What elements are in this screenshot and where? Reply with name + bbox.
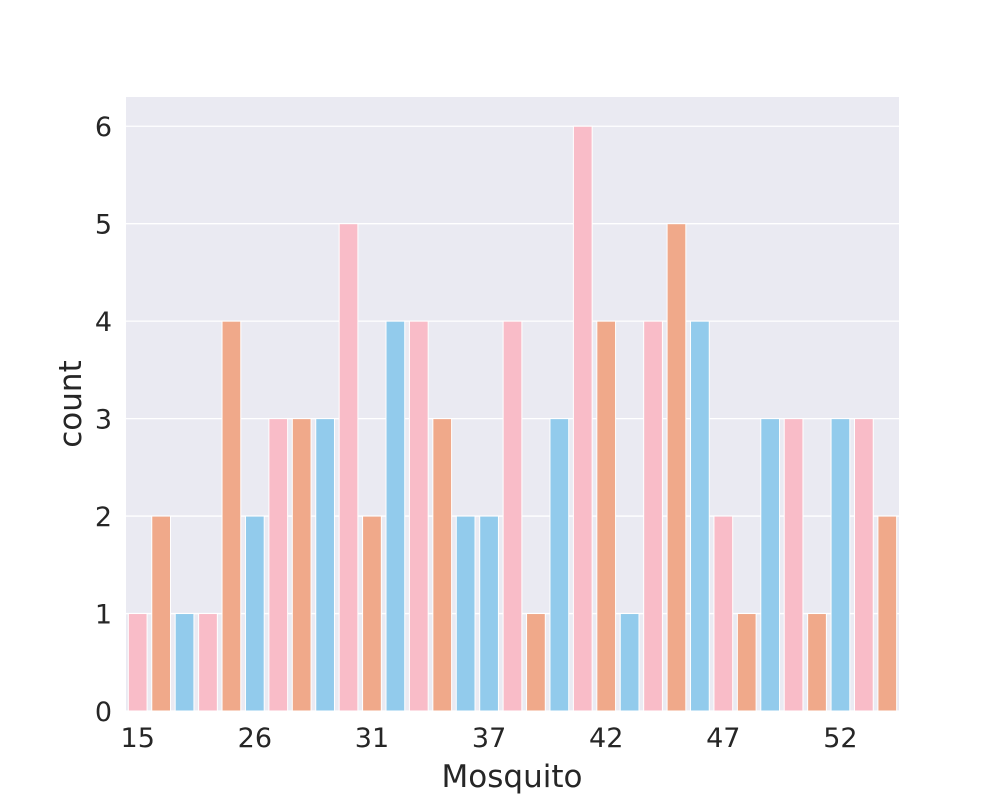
bar [807,613,827,712]
bar [643,320,663,712]
bar [783,418,804,712]
bar [221,320,242,712]
bars [127,125,898,712]
y-tick-label: 5 [95,210,112,241]
bar [408,320,429,712]
bar [596,320,617,712]
y-tick-label: 3 [95,405,112,436]
bar [549,418,570,712]
bar [736,613,757,712]
bar [526,613,546,712]
bar [760,418,781,712]
bar [174,613,195,712]
bar [268,418,289,712]
bar [502,320,523,712]
x-tick-label: 52 [823,723,857,754]
bar [151,515,172,712]
bar [127,613,148,712]
x-tick-labels: 15 26 31 37 42 47 52 [121,723,858,754]
y-axis-label: count [53,360,89,447]
bar [572,125,593,712]
bar [455,515,476,712]
bar [853,418,874,712]
bar [479,515,499,712]
x-tick-label: 37 [472,723,506,754]
x-tick-label: 26 [238,723,272,754]
bar [291,418,312,712]
bar [338,223,359,712]
y-tick-label: 6 [95,112,112,143]
bar [385,320,406,712]
bar [877,515,898,712]
x-axis-label: Mosquito [442,759,583,795]
bar [830,418,851,712]
y-tick-labels: 0 1 2 3 4 5 6 [95,112,112,728]
y-tick-label: 2 [95,502,112,533]
x-tick-label: 42 [589,723,623,754]
x-tick-label: 31 [355,723,389,754]
x-tick-label: 47 [706,723,740,754]
bar [362,515,382,712]
bar [198,613,218,712]
bar [713,515,734,712]
bar [315,418,335,712]
y-tick-label: 0 [95,697,112,728]
bar [666,223,687,712]
bar [619,613,640,712]
bar [690,320,710,712]
y-tick-label: 4 [95,307,112,338]
bar [432,418,453,712]
y-tick-label: 1 [95,600,112,631]
bar [244,515,265,712]
x-tick-label: 15 [121,723,155,754]
